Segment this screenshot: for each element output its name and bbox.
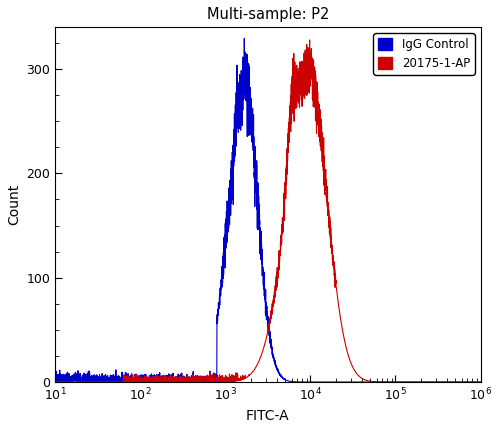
Line: 20175-1-AP: 20175-1-AP — [55, 40, 481, 382]
20175-1-AP — [329, 246, 335, 252]
Line: IgG Control: IgG Control — [55, 38, 481, 382]
20175-1-AP — [402, 379, 408, 384]
Y-axis label: Count: Count — [7, 184, 21, 225]
Legend: IgG Control, 20175-1-AP: IgG Control, 20175-1-AP — [373, 33, 475, 74]
IgG Control — [329, 379, 335, 384]
IgG Control — [402, 379, 408, 384]
20175-1-AP — [52, 379, 58, 384]
IgG Control — [242, 36, 248, 41]
20175-1-AP — [478, 379, 484, 384]
IgG Control — [478, 379, 484, 384]
X-axis label: FITC-A: FITC-A — [246, 409, 290, 423]
20175-1-AP — [306, 37, 312, 43]
20175-1-AP — [307, 57, 313, 62]
IgG Control — [52, 372, 58, 377]
IgG Control — [215, 313, 221, 318]
IgG Control — [130, 377, 136, 382]
IgG Control — [307, 379, 313, 384]
20175-1-AP — [215, 378, 221, 384]
IgG Control — [370, 379, 376, 384]
20175-1-AP — [370, 379, 376, 384]
20175-1-AP — [130, 378, 136, 384]
Title: Multi-sample: P2: Multi-sample: P2 — [207, 7, 329, 22]
